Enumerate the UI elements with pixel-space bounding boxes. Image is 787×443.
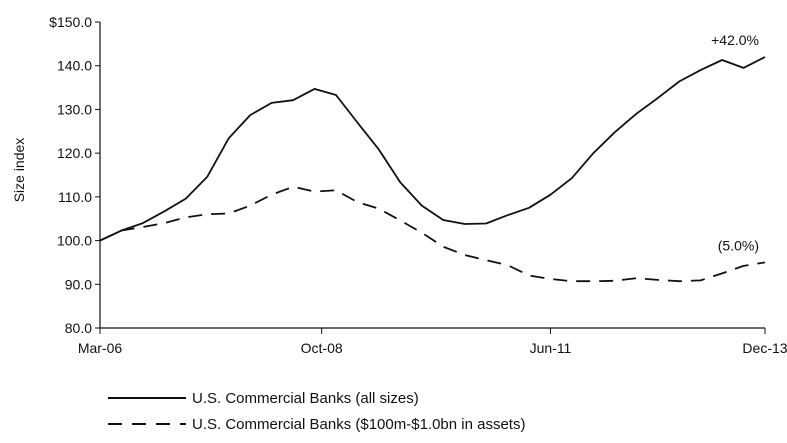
legend-item-all-sizes: U.S. Commercial Banks (all sizes) xyxy=(108,387,525,409)
legend-swatch-dashed xyxy=(108,423,186,425)
x-tick-label: Jun-11 xyxy=(530,340,572,356)
series-line-all-sizes xyxy=(99,56,766,242)
y-tick-label: 120.0 xyxy=(57,145,92,161)
y-tick-label: 130.0 xyxy=(57,101,92,117)
y-tick-label: 80.0 xyxy=(65,320,92,336)
legend-label-small-banks: U.S. Commercial Banks ($100m-$1.0bn in a… xyxy=(192,415,526,433)
series-line-small-banks xyxy=(99,185,766,283)
legend: U.S. Commercial Banks (all sizes) U.S. C… xyxy=(108,387,525,439)
end-label-all-sizes: +42.0% xyxy=(711,32,759,48)
y-tick-label: $150.0 xyxy=(49,14,92,30)
y-tick-label: 100.0 xyxy=(57,233,92,249)
legend-item-small-banks: U.S. Commercial Banks ($100m-$1.0bn in a… xyxy=(108,413,525,435)
y-tick-label: 90.0 xyxy=(65,276,92,292)
x-tick-label: Oct-08 xyxy=(301,340,343,356)
y-tick-label: 140.0 xyxy=(57,58,92,74)
x-tick-label: Mar-06 xyxy=(78,340,123,356)
y-axis-label: Size index xyxy=(11,138,27,203)
x-tick-label: Dec-13 xyxy=(742,340,787,356)
legend-label-all-sizes: U.S. Commercial Banks (all sizes) xyxy=(192,389,419,407)
legend-swatch-solid xyxy=(108,397,186,399)
y-tick-label: 110.0 xyxy=(58,189,92,205)
plot-area: 80.0 90.0 100.0 110.0 120.0 130.0 140.0 $150.0 M… xyxy=(11,14,787,356)
end-label-small-banks: (5.0%) xyxy=(718,237,759,253)
line-chart: 80.0 90.0 100.0 110.0 120.0 130.0 140.0 $150.0 M… xyxy=(11,14,787,356)
